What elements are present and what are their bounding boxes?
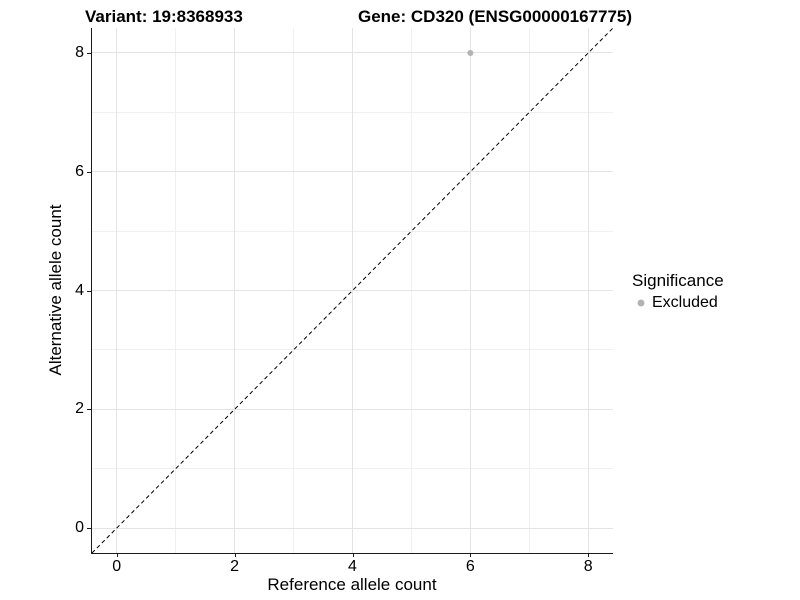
y-tick-label: 6 xyxy=(75,162,84,180)
y-axis-line xyxy=(91,28,92,554)
y-tick-label: 8 xyxy=(75,43,84,61)
y-tick-label: 2 xyxy=(75,400,84,418)
x-tick-label: 2 xyxy=(230,558,240,575)
x-tick-mark xyxy=(470,553,472,557)
x-tick-label: 4 xyxy=(348,558,357,575)
gridline-x-major xyxy=(469,28,471,553)
x-tick-mark xyxy=(588,553,590,557)
x-tick-mark xyxy=(234,553,236,557)
gridline-x-major xyxy=(352,28,353,553)
legend-entry-excluded: Excluded xyxy=(632,294,724,312)
legend-point-icon xyxy=(637,299,645,307)
gridline-x-major xyxy=(116,28,118,553)
plot-title-gene: Gene: CD320 (ENSG00000167775) xyxy=(358,7,633,26)
legend-key xyxy=(632,294,650,312)
y-tick-mark xyxy=(87,171,91,173)
x-tick-mark xyxy=(116,553,118,557)
legend-entry-label: Excluded xyxy=(652,294,718,311)
y-tick-mark xyxy=(87,290,91,292)
gridline-x-major xyxy=(587,28,589,553)
x-tick-label: 8 xyxy=(583,558,593,575)
y-tick-mark xyxy=(87,409,91,411)
x-axis-title: Reference allele count xyxy=(267,575,437,594)
identity-dashed-line xyxy=(92,28,613,553)
x-tick-label: 0 xyxy=(112,558,122,575)
gridline-x-major xyxy=(234,28,236,553)
plot-geoms xyxy=(92,28,613,553)
y-tick-mark xyxy=(87,52,91,54)
plot-title-variant: Variant: 19:8368933 xyxy=(85,7,243,26)
x-axis-line xyxy=(91,553,613,554)
x-tick-mark xyxy=(352,553,354,557)
x-tick-label: 6 xyxy=(465,558,475,575)
legend-title: Significance xyxy=(632,271,724,290)
plot-panel xyxy=(91,28,613,554)
y-tick-label: 4 xyxy=(75,281,84,299)
y-tick-mark xyxy=(87,528,91,530)
y-tick-label: 0 xyxy=(75,519,84,537)
legend: Significance Excluded xyxy=(632,271,724,312)
data-point-excluded xyxy=(467,49,474,56)
